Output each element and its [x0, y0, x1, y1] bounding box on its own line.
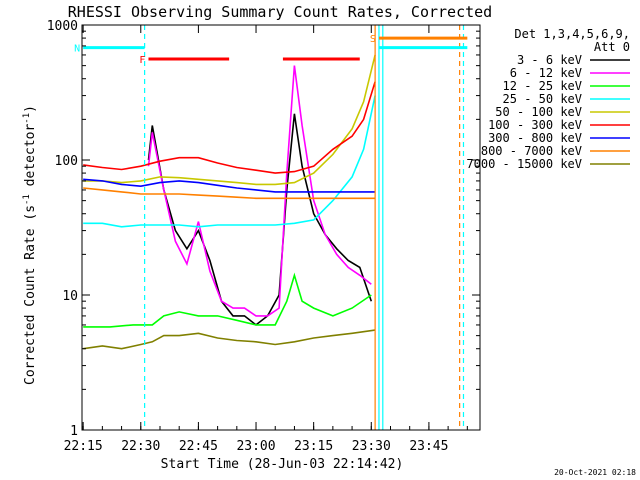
flag-label-1: F	[139, 55, 145, 66]
y-tick-label-1: 10	[62, 289, 78, 304]
x-tick-label-2: 22:45	[179, 439, 218, 454]
x-tick-label-0: 22:15	[64, 439, 103, 454]
series-line-0	[147, 113, 373, 326]
legend-label-5: 100 - 300 keV	[488, 118, 582, 132]
x-tick-label-3: 23:00	[236, 439, 275, 454]
y-axis: 1 10 100 1000	[47, 19, 480, 439]
legend-label-0: 3 - 6 keV	[517, 53, 582, 67]
series-line-3	[83, 95, 376, 228]
x-tick-label-1: 22:30	[121, 439, 160, 454]
y-tick-label-0: 1	[70, 424, 78, 439]
flag-label-3: S	[370, 34, 376, 45]
x-axis-label: Start Time (28-Jun-03 22:14:42)	[161, 457, 404, 472]
x-axis: 22:15 22:30 22:45 23:00 23:15 23:30 23:45	[64, 25, 468, 454]
x-tick-label-4: 23:15	[294, 439, 333, 454]
series-line-8	[83, 329, 376, 350]
legend-label-3: 25 - 50 keV	[503, 92, 582, 106]
vline-layer	[144, 25, 465, 430]
flag-label-0: N	[74, 44, 80, 55]
series-line-2	[83, 272, 372, 328]
legend-header-line-1: Det 1,3,4,5,6,9,	[514, 27, 630, 41]
y-axis-label: Corrected Count Rate (s-1 detector-1)	[22, 105, 38, 385]
plot-frame	[81, 24, 481, 431]
legend-label-7: 800 - 7000 keV	[481, 144, 582, 158]
legend-label-2: 12 - 25 keV	[503, 79, 582, 93]
footer-date: 20-Oct-2021 02:18	[554, 468, 636, 477]
series-line-5	[83, 81, 376, 174]
y-tick-label-3: 1000	[47, 19, 78, 34]
series-line-6	[83, 178, 376, 193]
legend-label-8: 7000 - 15000 keV	[466, 157, 582, 171]
x-tick-label-6: 23:45	[409, 439, 448, 454]
x-tick-label-5: 23:30	[352, 439, 391, 454]
series-line-7	[83, 187, 376, 200]
y-tick-label-2: 100	[55, 154, 78, 169]
legend-header-line-2: Att 0	[594, 40, 630, 54]
series-layer	[83, 54, 376, 350]
flag-layer: N F S	[74, 34, 468, 66]
legend-label-6: 300 - 800 keV	[488, 131, 582, 145]
chart-title: RHESSI Observing Summary Count Rates, Co…	[68, 3, 492, 21]
legend-label-1: 6 - 12 keV	[510, 66, 582, 80]
series-line-1	[147, 65, 372, 317]
legend-label-4: 50 - 100 keV	[495, 105, 582, 119]
